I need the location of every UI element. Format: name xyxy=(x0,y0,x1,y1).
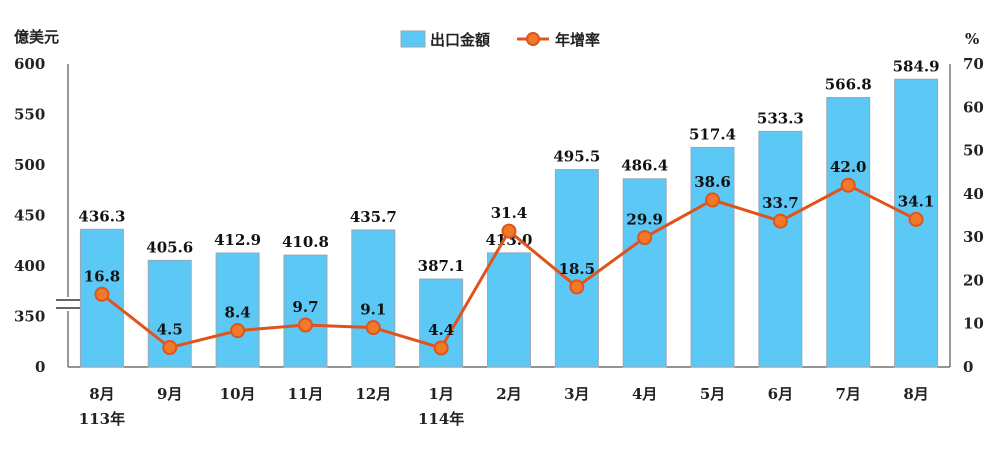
export-bar xyxy=(690,146,735,368)
right-tick-label: 10 xyxy=(963,315,984,333)
growth-value-labels: 16.8 4.5 8.4 9.7 9.1 4.4 31.4 18.5 29.9 38.6 33.7 4… xyxy=(84,158,935,339)
x-tick-label: 11月 xyxy=(288,385,324,403)
axis-break-mark xyxy=(56,299,80,309)
right-tick-label: 0 xyxy=(963,358,973,376)
growth-point xyxy=(162,340,178,356)
left-tick-label: 400 xyxy=(14,257,45,275)
export-value-label: 584.9 xyxy=(893,57,940,75)
x-tick-label: 3月 xyxy=(564,385,589,403)
growth-point xyxy=(433,340,449,356)
export-bar xyxy=(487,252,531,368)
legend-line-label: 年增率 xyxy=(555,31,600,49)
growth-value-label: 4.5 xyxy=(157,321,183,339)
growth-value-label: 38.6 xyxy=(694,173,731,191)
legend-bar-swatch xyxy=(400,30,426,48)
right-tick-label: 60 xyxy=(963,98,984,116)
growth-value-label: 9.1 xyxy=(360,301,386,319)
legend-bar-label: 出口金額 xyxy=(430,31,490,49)
right-tick-label: 70 xyxy=(963,55,984,73)
growth-point xyxy=(908,211,924,227)
x-tick-label: 2月 xyxy=(496,385,521,403)
left-axis-ticks: 600 550 500 450 400 350 0 xyxy=(14,55,45,376)
left-axis-unit: 億美元 xyxy=(14,28,59,46)
export-value-label: 410.8 xyxy=(282,233,329,251)
growth-value-label: 33.7 xyxy=(762,194,799,212)
right-tick-label: 50 xyxy=(963,142,984,160)
growth-value-label: 18.5 xyxy=(559,260,596,278)
growth-point xyxy=(501,223,517,239)
export-value-label: 533.3 xyxy=(757,109,804,127)
legend: 出口金額 年增率 xyxy=(400,30,600,49)
left-tick-label: 450 xyxy=(14,207,45,225)
x-tick-label: 7月 xyxy=(836,385,861,403)
x-tick-label: 10月 xyxy=(220,385,256,403)
export-value-label: 486.4 xyxy=(621,157,668,175)
right-axis-unit: % xyxy=(965,30,979,48)
export-value-label: 517.4 xyxy=(689,125,736,143)
export-bar xyxy=(351,229,396,368)
right-tick-label: 40 xyxy=(963,185,984,203)
x-tick-label: 6月 xyxy=(768,385,793,403)
growth-value-label: 4.4 xyxy=(428,321,454,339)
growth-point xyxy=(569,279,585,295)
growth-value-label: 9.7 xyxy=(292,298,318,316)
growth-value-label: 8.4 xyxy=(225,304,251,322)
export-value-label: 435.7 xyxy=(350,208,397,226)
export-value-label: 495.5 xyxy=(553,148,600,166)
growth-value-label: 29.9 xyxy=(626,211,663,229)
left-tick-label: 600 xyxy=(14,55,45,73)
export-bar xyxy=(826,97,871,368)
export-value-label: 405.6 xyxy=(146,238,193,256)
growth-line-series xyxy=(94,177,924,356)
growth-point xyxy=(840,177,856,193)
export-bar xyxy=(283,254,328,368)
growth-point xyxy=(637,230,653,246)
export-value-label: 412.9 xyxy=(214,231,261,249)
bar-series xyxy=(79,78,939,368)
growth-point xyxy=(365,320,381,336)
left-tick-label-zero: 0 xyxy=(35,358,45,376)
export-value-label: 387.1 xyxy=(418,257,465,275)
growth-value-label: 31.4 xyxy=(491,204,528,222)
x-tick-label: 1月 xyxy=(428,385,453,403)
growth-point xyxy=(705,192,721,208)
left-tick-label: 550 xyxy=(14,106,45,124)
growth-value-label: 34.1 xyxy=(898,192,935,210)
export-value-label: 436.3 xyxy=(78,207,125,225)
export-bar xyxy=(215,252,260,368)
left-tick-label: 350 xyxy=(14,308,45,326)
growth-value-label: 16.8 xyxy=(84,267,121,285)
export-bar xyxy=(622,178,667,368)
x-year-label: 114年 xyxy=(418,410,464,428)
growth-point xyxy=(230,323,246,339)
left-tick-label: 500 xyxy=(14,156,45,174)
x-tick-label: 8月 xyxy=(89,385,114,403)
growth-point xyxy=(772,213,788,229)
export-bar xyxy=(554,169,599,368)
x-tick-label: 12月 xyxy=(355,385,391,403)
x-year-label: 113年 xyxy=(79,410,125,428)
x-tick-label: 9月 xyxy=(157,385,182,403)
right-tick-label: 30 xyxy=(963,228,984,246)
export-bar xyxy=(758,130,803,368)
bar-value-labels: 436.3 405.6 412.9 410.8 435.7 387.1 413.0 495.5… xyxy=(78,57,939,275)
right-tick-label: 20 xyxy=(963,271,984,289)
growth-point xyxy=(94,286,110,302)
x-tick-label: 8月 xyxy=(903,385,928,403)
export-value-label: 413.0 xyxy=(486,231,533,249)
export-value-label: 566.8 xyxy=(825,76,872,94)
growth-point xyxy=(297,317,313,333)
x-tick-label: 4月 xyxy=(632,385,657,403)
growth-value-label: 42.0 xyxy=(830,158,867,176)
right-axis-ticks: 70 60 50 40 30 20 10 0 xyxy=(963,55,984,376)
legend-line-marker xyxy=(526,32,540,46)
x-axis-labels: 8月 113年 9月 10月 11月 12月 1月 114年 2月 3月 4月 5月 6月 7月 8月 xyxy=(79,385,929,428)
x-tick-label: 5月 xyxy=(700,385,725,403)
